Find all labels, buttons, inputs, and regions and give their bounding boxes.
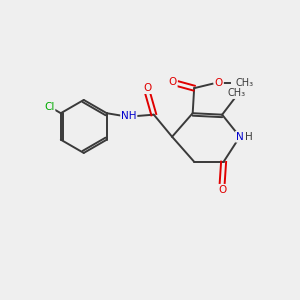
Text: CH₃: CH₃ xyxy=(236,78,254,88)
Text: Cl: Cl xyxy=(44,102,55,112)
Text: O: O xyxy=(169,77,177,87)
Text: N: N xyxy=(236,132,244,142)
Text: O: O xyxy=(215,78,223,88)
Text: H: H xyxy=(245,132,253,142)
Text: O: O xyxy=(218,185,226,195)
Text: O: O xyxy=(144,83,152,93)
Text: CH₃: CH₃ xyxy=(227,88,246,98)
Text: NH: NH xyxy=(121,111,136,121)
